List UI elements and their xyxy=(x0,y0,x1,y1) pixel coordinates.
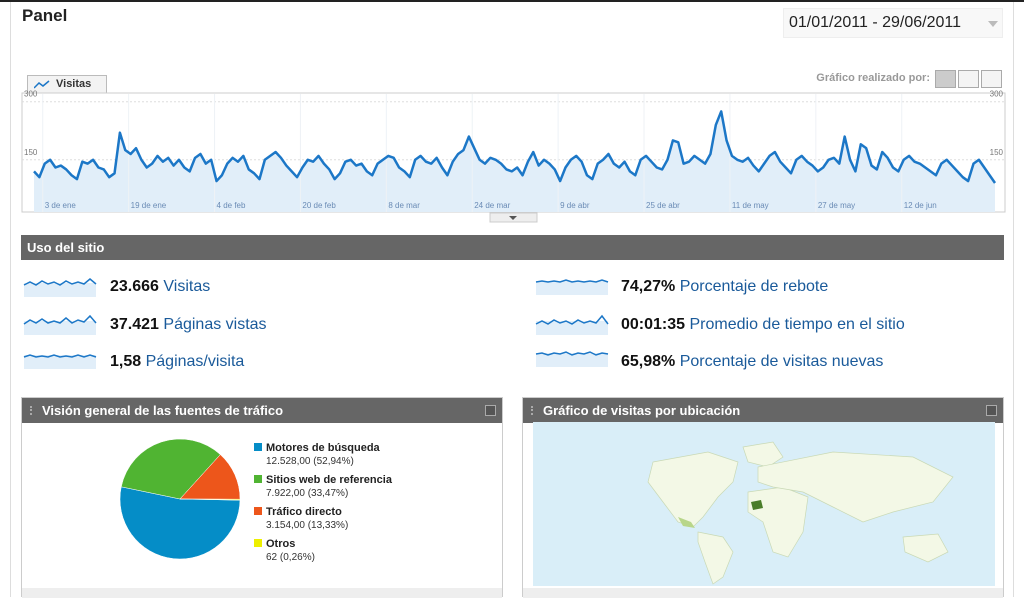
sparkline xyxy=(23,354,97,369)
y-tick-label: 150 xyxy=(990,148,1004,157)
metric-value: 37.421 xyxy=(110,316,159,333)
metric-link[interactable]: Promedio de tiempo en el sitio xyxy=(689,316,905,333)
metric-tab[interactable]: Visitas xyxy=(27,75,107,93)
legend-value: 3.154,00 (13,33%) xyxy=(266,520,348,531)
view-button[interactable] xyxy=(981,70,1002,88)
tab-label: Visitas xyxy=(56,78,92,90)
metric: 00:01:35 Promedio de tiempo en el sitio xyxy=(621,316,905,334)
legend-value: 12.528,00 (52,94%) xyxy=(266,456,354,467)
legend-label: Motores de búsqueda xyxy=(266,442,381,454)
widget-header: Visión general de las fuentes de tráfico xyxy=(22,398,502,423)
metric: 23.666 Visitas xyxy=(110,278,210,296)
metric-link[interactable]: Visitas xyxy=(163,278,211,295)
x-tick-label: 9 de abr xyxy=(560,201,590,210)
top-border xyxy=(0,0,1024,2)
metric-value: 00:01:35 xyxy=(621,316,686,333)
y-tick-label: 150 xyxy=(24,148,38,157)
section-header: Uso del sitio xyxy=(21,235,1004,260)
x-tick-label: 27 de may xyxy=(818,201,855,210)
x-tick-label: 12 de jun xyxy=(904,201,937,210)
x-tick-label: 11 de may xyxy=(732,201,769,210)
widget-header: Gráfico de visitas por ubicación xyxy=(523,398,1003,423)
metric-value: 65,98% xyxy=(621,353,676,370)
x-tick-label: 25 de abr xyxy=(646,201,680,210)
legend-label: Otros xyxy=(266,538,295,550)
metric: 37.421 Páginas vistas xyxy=(110,316,267,334)
sparkline xyxy=(535,351,609,367)
x-tick-label: 20 de feb xyxy=(302,201,336,210)
pie-slice xyxy=(119,486,241,560)
legend-value: 62 (0,26%) xyxy=(266,552,315,563)
legend-swatch xyxy=(254,507,262,515)
legend-value: 7.922,00 (33,47%) xyxy=(266,488,348,499)
sparklines xyxy=(23,278,609,369)
pie-slice xyxy=(179,498,241,501)
pie-chart: Motores de búsqueda 12.528,00 (52,94%) Sit… xyxy=(119,438,393,563)
handle-arrow xyxy=(509,216,517,220)
legend-label: Sitios web de referencia xyxy=(266,474,393,486)
highlighted-country xyxy=(678,517,695,528)
area xyxy=(34,111,995,212)
metric-value: 1,58 xyxy=(110,353,142,370)
legend-swatch xyxy=(254,475,262,483)
metric: 74,27% Porcentaje de rebote xyxy=(621,278,828,296)
sparkline xyxy=(23,278,97,297)
date-range-picker[interactable]: 01/01/2011 - 29/06/2011 xyxy=(783,8,1003,38)
y-tick-label: 300 xyxy=(24,90,38,99)
sparkline xyxy=(23,314,97,335)
sparkline xyxy=(535,314,609,335)
widget-title: Visión general de las fuentes de tráfico xyxy=(42,403,284,418)
page-border xyxy=(1013,2,1014,597)
widget: Visión general de las fuentes de tráfico xyxy=(21,397,503,598)
metric: 65,98% Porcentaje de visitas nuevas xyxy=(621,353,883,371)
tab-icon xyxy=(34,80,50,89)
sparkline xyxy=(535,279,609,295)
chart-by-label: Gráfico realizado por: xyxy=(816,72,930,84)
close-button[interactable] xyxy=(986,405,997,416)
page-title: Panel xyxy=(22,6,68,25)
y-tick-label: 300 xyxy=(990,90,1004,99)
x-tick-label: 19 de ene xyxy=(131,201,167,210)
widget: Gráfico de visitas por ubicación xyxy=(522,397,1004,598)
view-button[interactable] xyxy=(935,70,956,88)
widget-title: Gráfico de visitas por ubicación xyxy=(543,403,741,418)
highlighted-country xyxy=(751,500,763,510)
pie-slice xyxy=(120,438,221,500)
world-map xyxy=(533,422,995,586)
drag-handle[interactable] xyxy=(531,406,537,415)
close-button[interactable] xyxy=(485,405,496,416)
x-tick-label: 8 de mar xyxy=(388,201,420,210)
widget-footer xyxy=(22,588,502,598)
date-range: 01/01/2011 - 29/06/2011 xyxy=(789,14,961,31)
legend-swatch xyxy=(254,539,262,547)
legend-swatch xyxy=(254,443,262,451)
metric-link[interactable]: Páginas/visita xyxy=(145,353,245,370)
line-chart: 150 150 300 300 3 de ene 19 de ene 4 de feb 20 … xyxy=(21,90,1006,223)
metric-link[interactable]: Porcentaje de visitas nuevas xyxy=(679,353,884,370)
view-button[interactable] xyxy=(958,70,979,88)
metric-value: 74,27% xyxy=(621,278,676,295)
metric-value: 23.666 xyxy=(110,278,159,295)
legend-label: Tráfico directo xyxy=(266,506,342,518)
metric-link[interactable]: Porcentaje de rebote xyxy=(679,278,829,295)
metric: 1,58 Páginas/visita xyxy=(110,353,244,371)
line xyxy=(33,110,997,184)
drag-handle[interactable] xyxy=(30,406,36,415)
x-tick-label: 4 de feb xyxy=(217,201,246,210)
metric-link[interactable]: Páginas vistas xyxy=(163,316,267,333)
x-tick-label: 3 de ene xyxy=(45,201,77,210)
page-border xyxy=(10,2,11,597)
x-tick-label: 24 de mar xyxy=(474,201,510,210)
widget-footer xyxy=(523,588,1003,598)
